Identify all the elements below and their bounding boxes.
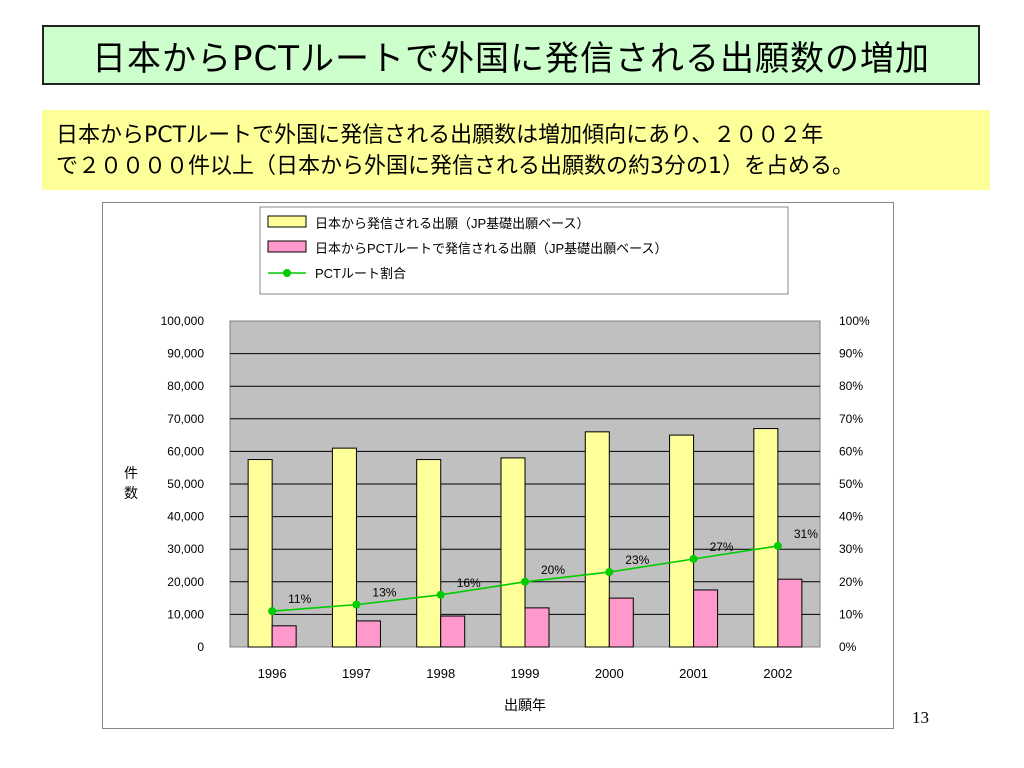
combo-chart: 0 0% 10,000 10% 20,000 20% 30,000 30% 40,000 40% 5… [124,206,870,713]
bar-japan-total [753,428,779,648]
y2-tick-label: 50% [839,477,863,491]
bar-pct-route [693,589,719,648]
pct-ratio-point [689,554,698,563]
x-axis-title: 出願年 [504,697,546,713]
bar-japan-total [416,459,442,648]
y-tick-label: 90,000 [167,347,204,361]
summary-note-line-2: で２００００件以上（日本から外国に発信される出願数の約3分の1）を占める。 [56,154,854,179]
bar-pct-route [440,615,466,648]
bar-pct-route [777,578,803,648]
y-axis-title-char: 数 [124,485,138,501]
bar-pct-route [355,620,381,648]
y2-tick-label: 10% [839,607,863,621]
chart-container: 0 0% 10,000 10% 20,000 20% 30,000 30% 40,000 40% 5… [102,202,894,729]
y-tick-label: 20,000 [167,575,204,589]
x-tick-label: 1996 [258,666,287,681]
pct-ratio-data-label: 23% [625,553,649,567]
y-axis-title-char: 件 [124,465,138,481]
y2-tick-label: 80% [839,379,863,393]
y-tick-label: 50,000 [167,477,204,491]
legend-label: 日本からPCTルートで発信される出願（JP基礎出願ベース） [315,241,668,256]
x-tick-label: 1999 [511,666,540,681]
pct-ratio-point [436,590,445,599]
y2-tick-label: 30% [839,542,863,556]
legend-box [259,206,789,295]
pct-ratio-data-label: 13% [372,586,396,600]
x-tick-label: 1997 [342,666,371,681]
legend-swatch-pct-route [267,240,307,253]
y-tick-label: 100,000 [161,314,205,328]
summary-note-line-1: 日本からPCTルートで外国に発信される出願数は増加傾向にあり、２００２年 [56,123,824,148]
pct-ratio-point [268,607,277,616]
bar-pct-route [524,607,550,648]
y2-tick-label: 20% [839,575,863,589]
y2-tick-label: 90% [839,347,863,361]
y-tick-label: 60,000 [167,444,204,458]
pct-ratio-point [773,541,782,550]
summary-note: 日本からPCTルートで外国に発信される出願数は増加傾向にあり、２００２年 で２０… [42,110,990,190]
pct-ratio-point [352,600,361,609]
page-number: 13 [912,708,929,727]
y2-tick-label: 60% [839,444,863,458]
y2-tick-label: 40% [839,510,863,524]
bar-japan-total [669,434,695,648]
bar-pct-route [608,597,634,648]
legend-label: PCTルート割合 [315,266,406,281]
legend-label: 日本から発信される出願（JP基礎出願ベース） [315,216,590,231]
y2-tick-label: 70% [839,412,863,426]
pct-ratio-data-label: 11% [288,592,311,606]
y-tick-label: 30,000 [167,542,204,556]
x-tick-label: 1998 [426,666,455,681]
y-tick-label: 0 [197,640,204,654]
pct-ratio-data-label: 16% [457,576,481,590]
legend-swatch-point [283,269,291,277]
slide-title: 日本からPCTルートで外国に発信される出願数の増加 [42,25,980,85]
y-tick-label: 70,000 [167,412,204,426]
bar-pct-route [271,625,297,648]
pct-ratio-data-label: 27% [710,540,734,554]
x-tick-label: 2001 [679,666,708,681]
bar-japan-total [584,431,610,648]
y-tick-label: 10,000 [167,607,204,621]
pct-ratio-point [605,568,614,577]
bar-japan-total [331,447,357,648]
pct-ratio-point [521,577,529,586]
x-tick-label: 2002 [763,666,792,681]
bar-japan-total [500,457,526,648]
y-tick-label: 40,000 [167,510,204,524]
legend-swatch-japan-total [267,215,307,228]
pct-ratio-data-label: 20% [541,563,565,577]
x-tick-label: 2000 [595,666,624,681]
pct-ratio-data-label: 31% [794,527,818,541]
bar-japan-total [247,459,273,648]
y2-tick-label: 100% [839,314,870,328]
y-tick-label: 80,000 [167,379,204,393]
y2-tick-label: 0% [839,640,857,654]
